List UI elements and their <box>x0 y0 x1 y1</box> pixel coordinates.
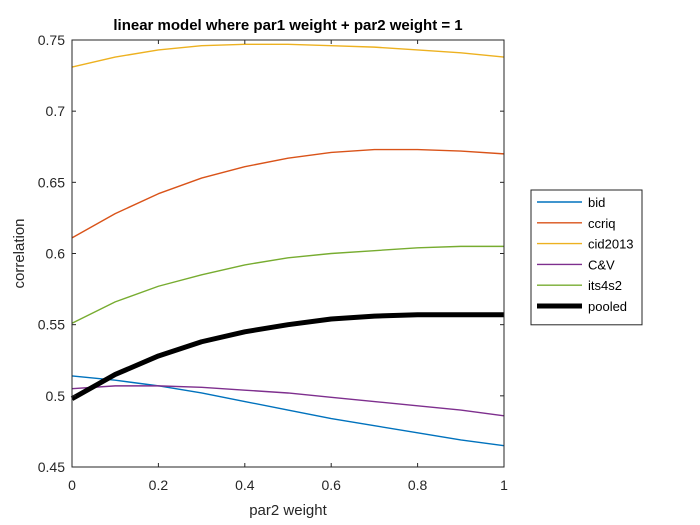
legend-box <box>530 189 643 326</box>
series-line-bid <box>71 375 505 447</box>
legend: bid ccriq cid2013 C&V its4s2 pooled <box>530 189 643 326</box>
y-tick-label: 0.75 <box>38 32 65 48</box>
legend-label: ccriq <box>588 216 615 231</box>
legend-label: bid <box>588 195 605 210</box>
x-axis-label: par2 weight <box>249 502 327 519</box>
legend-label: pooled <box>588 299 627 314</box>
x-tick-label: 0.2 <box>149 477 169 493</box>
x-tick-label: 0.6 <box>321 477 341 493</box>
y-axis-label: correlation <box>11 218 28 288</box>
legend-label: its4s2 <box>588 278 622 293</box>
y-tick-label: 0.55 <box>38 317 65 333</box>
legend-label: C&V <box>588 257 615 272</box>
y-tick-label: 0.65 <box>38 174 65 190</box>
series-line-its4s2 <box>71 245 504 324</box>
y-tick-label: 0.5 <box>46 388 66 404</box>
legend-label: cid2013 <box>588 237 634 252</box>
series-line-ccriq <box>71 148 505 239</box>
series-layer <box>70 43 505 447</box>
x-tick-label: 0.8 <box>408 477 428 493</box>
plot-area <box>72 40 504 467</box>
chart-title: linear model where par1 weight + par2 we… <box>113 17 462 34</box>
x-tick-label: 1 <box>500 477 508 493</box>
ticks-layer: 0 0.2 0.4 0.6 0.8 1 0.45 0.5 0.55 0.6 0.65 0.7 0.75 <box>38 32 508 493</box>
y-tick-label: 0.45 <box>38 459 65 475</box>
y-tick-label: 0.7 <box>46 103 66 119</box>
y-tick-label: 0.6 <box>46 246 66 262</box>
series-line-pooled <box>70 312 504 401</box>
x-tick-label: 0 <box>68 477 76 493</box>
series-line-cid2013 <box>71 43 505 68</box>
x-tick-label: 0.4 <box>235 477 255 493</box>
series-line-c-v <box>71 385 505 417</box>
